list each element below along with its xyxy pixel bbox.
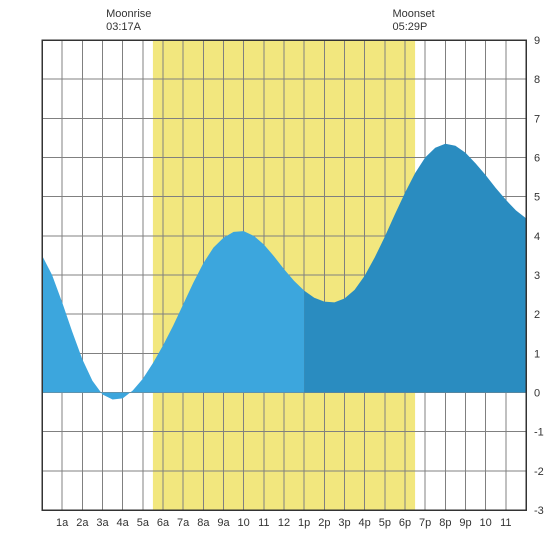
x-tick-label: 11	[258, 517, 269, 529]
y-tick-label: 3	[534, 270, 540, 282]
moonset-title: Moonset	[393, 8, 435, 20]
moonset-label: Moonset 05:29P	[393, 8, 435, 34]
chart-canvas: -3-2-101234567891a2a3a4a5a6a7a8a9a101112…	[0, 0, 550, 550]
x-tick-label: 2a	[76, 517, 89, 529]
y-tick-label: -2	[534, 466, 544, 478]
x-tick-label: 8p	[439, 517, 451, 529]
y-tick-label: 8	[534, 74, 540, 86]
y-tick-label: 6	[534, 153, 540, 165]
x-tick-label: 5a	[137, 517, 150, 529]
x-tick-label: 6a	[157, 517, 170, 529]
x-tick-label: 7p	[419, 517, 431, 529]
x-tick-label: 5p	[379, 517, 391, 529]
x-tick-label: 4p	[359, 517, 371, 529]
moonrise-time: 03:17A	[106, 21, 141, 33]
tide-chart: Moonrise 03:17A Moonset 05:29P -3-2-1012…	[0, 0, 550, 550]
y-tick-label: 4	[534, 231, 540, 243]
moonrise-title: Moonrise	[106, 8, 151, 20]
y-tick-label: -3	[534, 505, 544, 517]
x-tick-label: 6p	[399, 517, 411, 529]
x-tick-label: 9p	[459, 517, 471, 529]
x-tick-label: 8a	[197, 517, 210, 529]
x-tick-label: 1a	[56, 517, 69, 529]
x-tick-label: 10	[480, 517, 492, 529]
moonset-time: 05:29P	[393, 21, 428, 33]
x-tick-label: 3p	[338, 517, 350, 529]
x-tick-label: 3a	[96, 517, 109, 529]
x-tick-label: 12	[278, 517, 290, 529]
y-tick-label: 7	[534, 113, 540, 125]
x-tick-label: 7a	[177, 517, 190, 529]
x-tick-label: 10	[238, 517, 250, 529]
y-tick-label: -1	[534, 427, 544, 439]
x-tick-label: 9a	[217, 517, 230, 529]
x-tick-label: 1p	[298, 517, 310, 529]
y-tick-label: 2	[534, 309, 540, 321]
moonrise-label: Moonrise 03:17A	[106, 8, 151, 34]
x-tick-label: 11	[500, 517, 511, 529]
y-tick-label: 0	[534, 388, 540, 400]
x-tick-label: 2p	[318, 517, 330, 529]
x-tick-label: 4a	[117, 517, 130, 529]
y-tick-label: 5	[534, 192, 540, 204]
y-tick-label: 9	[534, 35, 540, 47]
y-tick-label: 1	[534, 348, 540, 360]
